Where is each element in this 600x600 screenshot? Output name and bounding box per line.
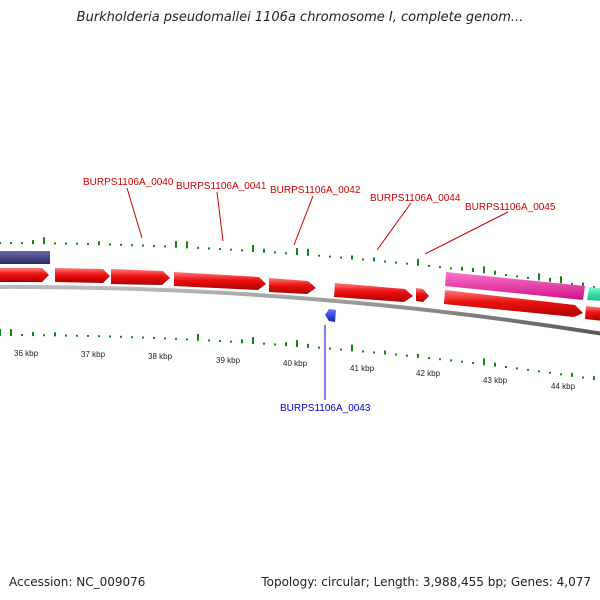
scale-tick-label: 39 kbp — [216, 356, 241, 365]
genes-value: 4,077 — [556, 575, 591, 589]
map-title: Burkholderia pseudomallei 1106a chromoso… — [76, 10, 524, 25]
accession-info: Accession: NC_009076 — [9, 575, 145, 589]
forward-gene-track — [0, 268, 600, 321]
accession-label: Accession: — [9, 575, 73, 589]
gc-content-ticks-upper — [0, 237, 595, 289]
scale-labels: 36 kbp 37 kbp 38 kbp 39 kbp 40 kbp 41 kb… — [14, 349, 576, 391]
gene-label[interactable]: BURPS1106A_0040 — [83, 177, 174, 188]
scale-tick-label: 37 kbp — [81, 350, 106, 359]
gene-label[interactable]: BURPS1106A_0044 — [370, 193, 461, 204]
reverse-gene-track — [325, 309, 336, 322]
scale-tick-label: 44 kbp — [551, 382, 576, 391]
gene-label[interactable]: BURPS1106A_0045 — [465, 202, 556, 213]
gene-rrna[interactable] — [445, 272, 585, 300]
gene-forward[interactable] — [334, 283, 413, 302]
scale-tick-label: 41 kbp — [350, 364, 375, 373]
genes-label: Genes: — [510, 575, 553, 589]
gene-forward[interactable] — [55, 268, 110, 283]
gene-other[interactable] — [587, 287, 600, 301]
gene-forward[interactable] — [0, 268, 49, 282]
dark-feature[interactable] — [0, 251, 50, 264]
topology-label: Topology: — [261, 575, 318, 589]
scale-tick-label: 38 kbp — [148, 352, 173, 361]
scale-tick-label: 40 kbp — [283, 359, 308, 368]
accession-value: NC_009076 — [76, 575, 146, 589]
topology-value: circular — [321, 575, 366, 589]
gc-content-ticks-lower — [0, 329, 595, 381]
length-label: Length: — [373, 575, 420, 589]
chromosome-backbone — [0, 284, 600, 336]
gene-label[interactable]: BURPS1106A_0042 — [270, 185, 361, 196]
gene-forward[interactable] — [174, 272, 266, 290]
gene-forward[interactable] — [111, 269, 170, 285]
gene-label[interactable]: BURPS1106A_0043 — [280, 403, 371, 414]
sequence-summary: Topology: circular; Length: 3,988,455 bp… — [261, 575, 591, 589]
gene-reverse[interactable] — [325, 309, 336, 322]
gene-forward[interactable] — [585, 306, 600, 321]
length-value: 3,988,455 bp — [422, 575, 503, 589]
scale-tick-label: 42 kbp — [416, 369, 441, 378]
gene-forward[interactable] — [416, 288, 429, 302]
label-leader-lines — [126, 187, 509, 400]
scale-tick-label: 43 kbp — [483, 376, 508, 385]
gene-label[interactable]: BURPS1106A_0041 — [176, 181, 267, 192]
gene-labels: BURPS1106A_0040 BURPS1106A_0041 BURPS110… — [83, 177, 556, 414]
gene-forward[interactable] — [444, 290, 583, 317]
scale-tick-label: 36 kbp — [14, 349, 39, 358]
gene-forward[interactable] — [269, 278, 316, 294]
